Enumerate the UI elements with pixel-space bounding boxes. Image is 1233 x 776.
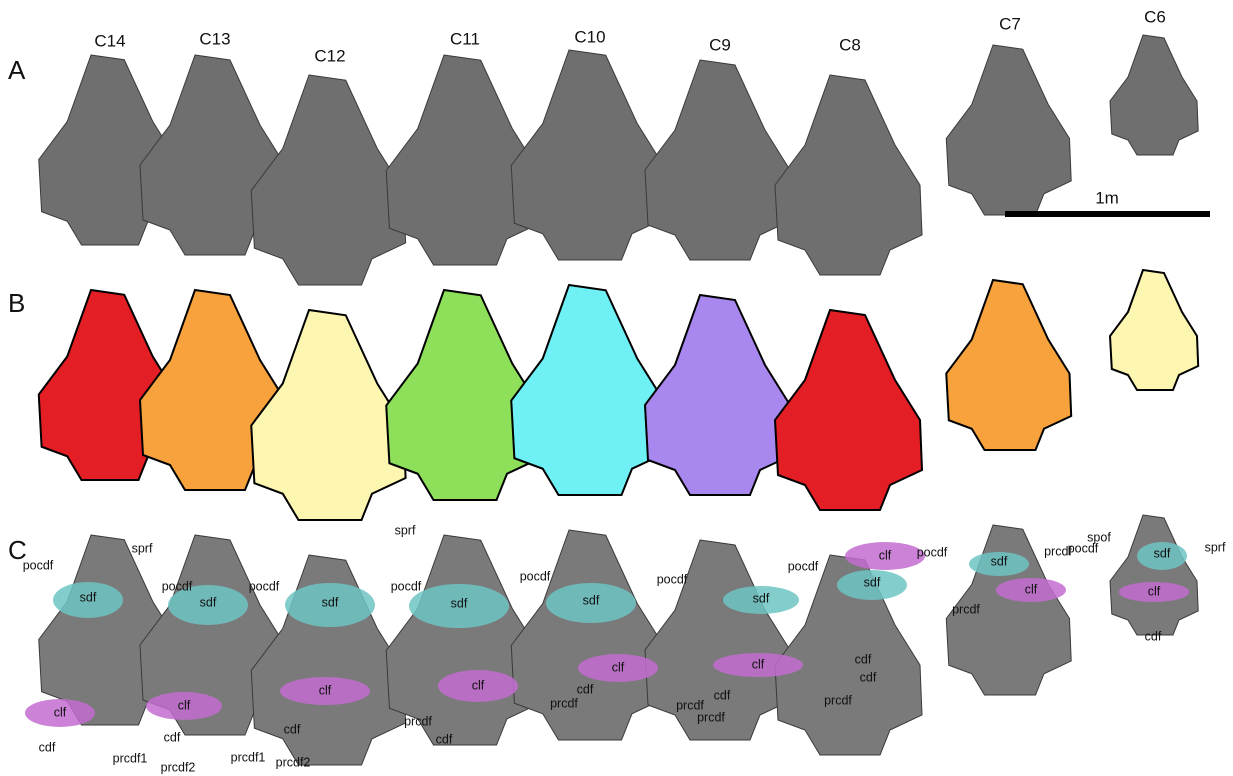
annotation: pocdf [1068,541,1099,555]
annotation: cdf [860,670,877,684]
panel-label: B [8,288,25,318]
annotation: prcdf [676,698,704,712]
figure: 1m A B C C14C13C12C11C10C9C8C7C6sprfpocd… [0,0,1233,776]
vertebra-photo [946,45,1071,215]
annotation: prcdf [404,714,432,728]
annotation: cdf [284,722,301,736]
vertebra-label: C14 [94,31,125,50]
annotation: sdf [322,595,339,609]
annotation: prcdf [952,602,980,616]
vertebra-photo [1110,515,1198,635]
vertebra-photo [511,530,665,740]
annotation: prcdf [550,696,578,710]
annotation: clf [752,657,765,671]
annotation: cdf [855,652,872,666]
vertebra-label: C10 [574,27,605,46]
annotation: clf [178,698,191,712]
panel-label: A [8,55,26,85]
vertebra-outline [1110,270,1198,390]
vertebra-label: C7 [999,14,1021,33]
annotation: cdf [164,730,181,744]
annotation: pocdf [162,579,193,593]
annotation: sdf [991,554,1008,568]
vertebra-photo [251,75,405,285]
annotation: prcdf2 [276,755,311,769]
annotation: cdf [1145,629,1162,643]
annotation: cdf [577,682,594,696]
annotation: clf [472,678,485,692]
annotation: clf [1025,582,1038,596]
annotation: pocdf [917,545,948,559]
vertebra-label: C8 [839,35,861,54]
annotation: clf [319,683,332,697]
vertebra-label: C12 [314,46,345,65]
annotation: sprf [1205,540,1226,554]
vertebra-photo [511,50,665,260]
annotation: sdf [451,596,468,610]
annotation: pocdf [788,559,819,573]
annotation: sprf [132,541,153,555]
annotation: cdf [436,732,453,746]
vertebra-label: C9 [709,35,731,54]
annotation: sprf [395,523,416,537]
annotation: pocdf [391,579,422,593]
annotation: prcdf [824,693,852,707]
vertebra-outline [645,295,792,495]
annotation: clf [612,660,625,674]
annotation: sdf [864,575,881,589]
annotation: sdf [1154,546,1171,560]
vertebra-label: C13 [199,29,230,48]
annotation: sdf [753,591,770,605]
annotation: clf [879,548,892,562]
annotation: sdf [80,590,97,604]
annotation: prcdf [697,710,725,724]
annotation: clf [1148,584,1161,598]
scale-bar-label: 1m [1095,188,1119,207]
annotation: prcdf2 [161,760,196,774]
vertebra-outline [511,285,665,495]
vertebra-photo [1110,35,1198,155]
annotation: pocdf [657,572,688,586]
vertebra-outline [946,280,1071,450]
vertebra-label: C6 [1144,7,1166,26]
annotation: prcdf1 [231,750,266,764]
annotation: cdf [714,688,731,702]
annotation: pocdf [520,569,551,583]
vertebra-photo [775,75,922,275]
vertebra-label: C11 [450,29,480,48]
annotation: pocdf [249,579,280,593]
annotation: cdf [39,740,56,754]
vertebra-photo [645,60,792,260]
annotation: prcdf1 [113,751,148,765]
vertebra-outline [251,310,405,520]
annotation: sdf [583,593,600,607]
annotation: sdf [200,595,217,609]
annotation: pocdf [23,558,54,572]
annotation: clf [54,705,67,719]
vertebra-outline [775,310,922,510]
